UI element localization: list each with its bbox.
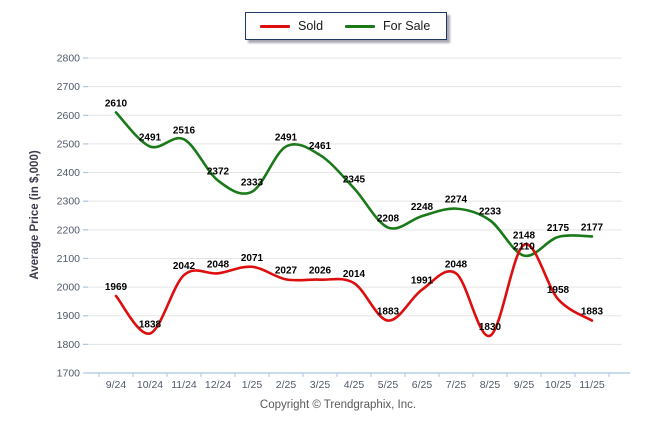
legend-item-for-sale: For Sale (345, 19, 430, 33)
x-tick-label: 11/25 (579, 379, 605, 391)
y-tick-label: 2400 (57, 167, 81, 179)
y-tick-label: 2000 (57, 282, 81, 294)
y-tick-label: 2500 (57, 138, 81, 150)
y-tick-label: 1800 (57, 339, 81, 351)
data-label: 1958 (547, 285, 570, 296)
y-tick-label: 2800 (57, 53, 81, 65)
x-tick-label: 4/25 (344, 379, 365, 391)
x-tick-label: 10/25 (545, 379, 571, 391)
data-label: 1830 (479, 322, 502, 333)
data-label: 2491 (139, 132, 162, 143)
data-label: 2048 (207, 259, 230, 270)
legend-label-sold: Sold (298, 19, 324, 33)
data-label: 2333 (241, 178, 264, 189)
x-tick-label: 2/25 (276, 379, 297, 391)
sold-line-swatch (260, 24, 290, 28)
y-tick-label: 1700 (57, 368, 81, 380)
data-label: 2042 (173, 261, 196, 272)
data-label: 2177 (581, 222, 604, 233)
data-label: 2516 (173, 125, 196, 136)
data-label: 1969 (105, 282, 128, 293)
x-tick-label: 10/24 (137, 379, 163, 391)
data-label: 2208 (377, 214, 400, 225)
y-tick-label: 1900 (57, 310, 81, 322)
series-line-for-sale (114, 111, 594, 258)
data-label: 1883 (377, 307, 400, 318)
data-label: 2233 (479, 206, 502, 217)
y-axis-title: Average Price (in $,000) (29, 150, 41, 280)
y-tick-label: 2600 (57, 110, 81, 122)
y-tick-label: 2700 (57, 81, 81, 93)
data-label: 2345 (343, 174, 366, 185)
data-label: 1883 (581, 307, 604, 318)
x-tick-label: 5/25 (378, 379, 399, 391)
x-tick-label: 9/24 (106, 379, 127, 391)
x-tick-label: 8/25 (480, 379, 501, 391)
data-label: 2110 (513, 242, 535, 253)
data-label: 2461 (309, 141, 332, 152)
x-tick-label: 6/25 (412, 379, 433, 391)
x-tick-label: 12/24 (205, 379, 231, 391)
series-line-sold (114, 243, 594, 338)
data-label: 2026 (309, 266, 332, 277)
copyright-text: Copyright © Trendgraphix, Inc. (259, 399, 417, 411)
legend-item-sold: Sold (260, 19, 323, 33)
x-tick-label: 7/25 (446, 379, 467, 391)
data-label: 1838 (139, 319, 162, 330)
data-label: 2048 (445, 259, 468, 270)
legend-label-for-sale: For Sale (383, 19, 431, 33)
data-label: 2027 (275, 265, 298, 276)
x-tick-label: 3/25 (310, 379, 331, 391)
data-label: 2148 (513, 231, 536, 242)
y-tick-label: 2100 (57, 253, 81, 265)
data-label: 2610 (105, 98, 128, 109)
average-price-line-chart: 1700 1800 1900 2000 2100 2200 2300 2400 2500 2600… (29, 53, 630, 391)
chart-legend: Sold For Sale (245, 12, 448, 40)
y-tick-label: 2200 (57, 224, 81, 236)
y-tick-label: 2300 (57, 196, 81, 208)
data-label: 2372 (207, 167, 230, 178)
data-label: 2175 (547, 223, 570, 234)
x-tick-label: 1/25 (242, 379, 263, 391)
for-sale-line-swatch (345, 24, 376, 28)
x-tick-label: 9/25 (514, 379, 535, 391)
data-label: 2491 (275, 132, 298, 143)
data-label: 2014 (343, 269, 366, 280)
data-label: 2274 (445, 195, 468, 206)
x-tick-label: 11/24 (171, 379, 197, 391)
data-label: 1991 (411, 276, 434, 287)
data-label: 2071 (241, 253, 264, 264)
data-label: 2248 (411, 202, 434, 213)
